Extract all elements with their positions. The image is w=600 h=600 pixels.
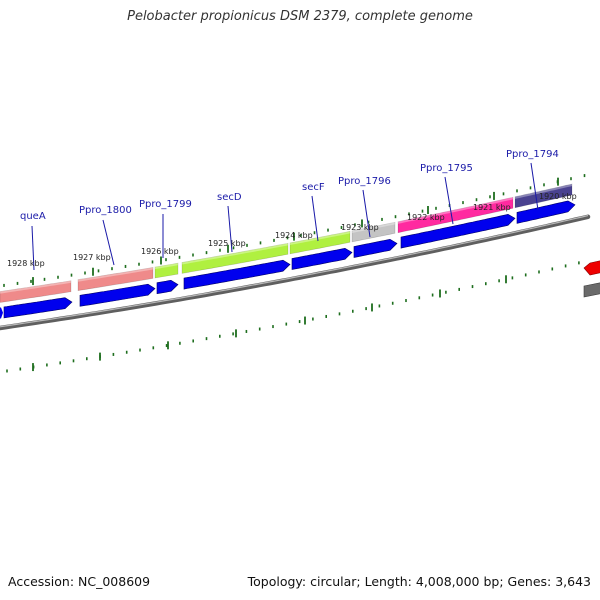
outer-tick-ring — [3, 174, 586, 287]
right-edge-features — [583, 260, 600, 298]
gene-label: secD — [217, 192, 242, 203]
grey-feature-bar — [583, 282, 600, 298]
gene-label: Ppro_1795 — [420, 163, 473, 174]
gene-bar — [77, 267, 154, 291]
gene-bar-highlight — [352, 222, 395, 233]
cds-layer — [0, 200, 576, 319]
kbp-marker-label: 1928 kbp — [7, 259, 45, 268]
gene-bar — [0, 280, 72, 303]
kbp-marker-label: 1925 kbp — [208, 239, 246, 248]
leader-line — [362, 189, 371, 238]
cds-arrow — [3, 297, 73, 319]
gene-label: Ppro_1800 — [79, 205, 132, 216]
cds-arrow — [353, 238, 398, 258]
leader-line — [530, 162, 539, 211]
kbp-marker-label: 1922 kbp — [407, 213, 445, 222]
gene-label: Ppro_1799 — [139, 199, 192, 210]
gene-bar-highlight — [155, 263, 178, 270]
gene-bar-highlight — [78, 267, 153, 282]
leader-line — [31, 225, 35, 271]
gene-label: Ppro_1796 — [338, 176, 391, 187]
leader-line — [444, 176, 454, 225]
kbp-marker-label: 1920 kbp — [539, 192, 577, 201]
kbp-marker-layer: 1928 kbp 1927 kbp 1926 kbp 1925 kbp 1924 kbp… — [7, 192, 577, 268]
backbone-layer — [0, 214, 591, 331]
gene-bar-highlight — [398, 197, 513, 224]
cds-arrow — [183, 259, 291, 290]
gene-bar-highlight — [182, 243, 288, 265]
leader-line — [311, 195, 319, 242]
kbp-marker-label: 1923 kbp — [341, 223, 379, 232]
gene-bar-highlight — [0, 280, 71, 294]
gene-bar — [289, 230, 351, 255]
kbp-marker-label: 1921 kbp — [473, 203, 511, 212]
cds-arrow — [400, 213, 516, 249]
topology-text: Topology: circular; Length: 4,008,000 bp… — [247, 574, 591, 589]
kbp-marker-label: 1927 kbp — [73, 253, 111, 262]
red-feature-arrow — [583, 260, 600, 276]
kbp-marker-label: 1926 kbp — [141, 247, 179, 256]
accession-text: Accession: NC_008609 — [8, 574, 151, 589]
gene-label: secF — [302, 182, 325, 193]
gene-bar — [351, 221, 396, 243]
cds-arrow — [291, 247, 353, 270]
cds-arrow — [516, 200, 576, 224]
gene-bar-highlight — [515, 183, 572, 199]
leader-line — [102, 219, 115, 266]
cds-arrow — [79, 283, 156, 307]
gene-bar — [397, 196, 514, 234]
backbone-line — [0, 214, 591, 331]
backbone-highlight — [0, 215, 589, 328]
leader-layer: queA Ppro_1800 Ppro_1799 secD secF Ppro_1796 P… — [20, 149, 559, 271]
cds-arrow-partial — [0, 307, 3, 319]
inner-tick-ring — [6, 261, 580, 373]
map-title: Pelobacter propionicus DSM 2379, complet… — [127, 9, 473, 24]
gene-bar — [154, 262, 179, 279]
gene-label: Ppro_1794 — [506, 149, 559, 160]
leader-line — [227, 205, 233, 253]
gene-label: queA — [20, 211, 46, 222]
gene-layer — [0, 183, 573, 303]
gene-bar — [181, 242, 289, 274]
gene-bar-highlight — [290, 231, 350, 245]
cds-arrow — [156, 279, 179, 295]
kbp-marker-label: 1924 kbp — [275, 231, 313, 240]
